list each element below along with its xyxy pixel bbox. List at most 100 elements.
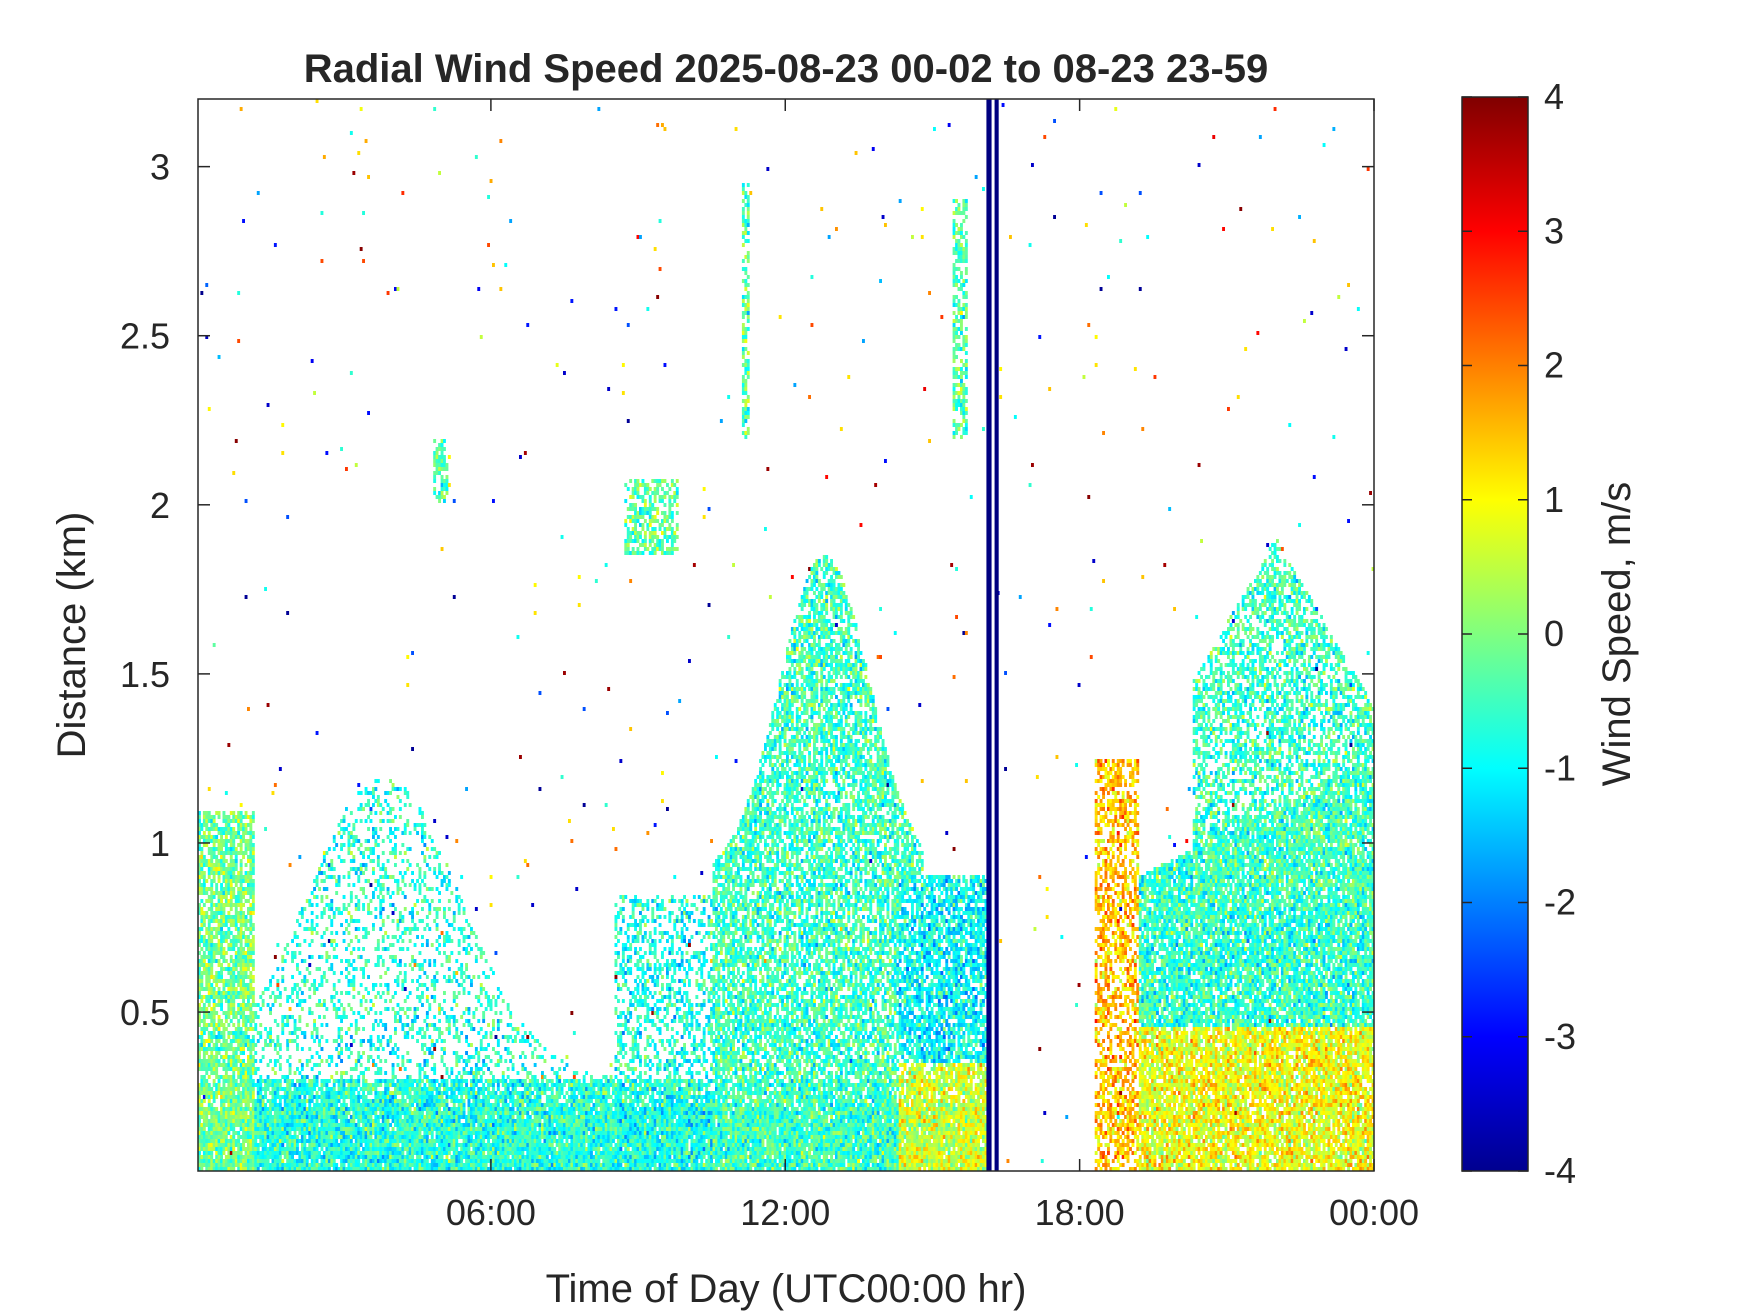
heatmap-cell xyxy=(289,1119,292,1123)
heatmap-cell xyxy=(345,1151,348,1155)
heatmap-cell xyxy=(325,1111,328,1115)
heatmap-cell xyxy=(340,1127,343,1131)
heatmap-cell xyxy=(340,1107,343,1111)
heatmap-cell xyxy=(232,879,235,883)
heatmap-cell xyxy=(345,1143,348,1147)
heatmap-cell xyxy=(281,1095,284,1099)
heatmap-cell xyxy=(370,1107,373,1111)
heatmap-cell xyxy=(237,1027,240,1031)
heatmap-cell xyxy=(200,835,203,839)
heatmap-cell xyxy=(330,907,333,911)
heatmap-cell xyxy=(276,1115,279,1119)
heatmap-cell xyxy=(362,1083,365,1087)
heatmap-cell xyxy=(370,1103,373,1107)
heatmap-cell xyxy=(399,1151,402,1155)
heatmap-cell xyxy=(213,1139,216,1143)
heatmap-cell xyxy=(443,467,446,471)
heatmap-cell xyxy=(328,1079,331,1083)
heatmap-cell xyxy=(387,811,390,815)
heatmap-cell xyxy=(245,915,248,919)
heatmap-cell xyxy=(355,919,358,923)
heatmap-cell xyxy=(311,931,314,935)
heatmap-cell xyxy=(279,1103,282,1107)
heatmap-cell xyxy=(362,1139,365,1143)
heatmap-cell xyxy=(404,1099,407,1103)
heatmap-cell xyxy=(311,939,314,943)
heatmap-cell xyxy=(414,1163,417,1167)
heatmap-cell xyxy=(330,931,333,935)
heatmap-cell xyxy=(203,935,206,939)
heatmap-cell xyxy=(249,887,252,891)
heatmap-cell xyxy=(213,1007,216,1011)
heatmap-cell xyxy=(441,443,444,447)
heatmap-cell xyxy=(208,875,211,879)
heatmap-cell xyxy=(340,959,343,963)
heatmap-cell xyxy=(289,1135,292,1139)
heatmap-cell xyxy=(365,1155,368,1159)
heatmap-cell xyxy=(313,1019,316,1023)
heatmap-cell xyxy=(249,1043,252,1047)
heatmap-cell xyxy=(274,1135,277,1139)
heatmap-cell xyxy=(313,1107,316,1111)
heatmap-cell xyxy=(276,1143,279,1147)
heatmap-cell xyxy=(330,1135,333,1139)
heatmap-cell xyxy=(210,1155,213,1159)
heatmap-cell xyxy=(387,967,390,971)
heatmap-cell xyxy=(220,1007,223,1011)
heatmap-cell xyxy=(379,1091,382,1095)
heatmap-cell xyxy=(259,1075,262,1079)
heatmap-cell xyxy=(301,1119,304,1123)
heatmap-cell xyxy=(232,847,235,851)
heatmap-cell xyxy=(276,1135,279,1139)
heatmap-cell xyxy=(428,1163,431,1167)
heatmap-cell xyxy=(345,1127,348,1131)
heatmap-cell xyxy=(443,1051,446,1055)
heatmap-cell xyxy=(387,1147,390,1151)
heatmap-cell xyxy=(325,1059,328,1063)
heatmap-cell xyxy=(374,1111,377,1115)
heatmap-cell xyxy=(205,1163,208,1167)
heatmap-cell xyxy=(399,1067,402,1071)
heatmap-cell xyxy=(242,923,245,927)
heatmap-cell xyxy=(374,995,377,999)
heatmap-cell xyxy=(301,1079,304,1083)
heatmap-cell xyxy=(404,1023,407,1027)
heatmap-cell xyxy=(230,999,233,1003)
heatmap-cell xyxy=(438,1011,441,1015)
heatmap-cell xyxy=(426,1063,429,1067)
heatmap-cell xyxy=(218,1135,221,1139)
heatmap-cell xyxy=(205,1079,208,1083)
heatmap-cell xyxy=(200,1019,203,1023)
heatmap-cell xyxy=(365,1067,368,1071)
heatmap-cell xyxy=(267,1075,270,1079)
heatmap-cell xyxy=(225,851,228,855)
heatmap-cell xyxy=(249,1091,252,1095)
heatmap-cell xyxy=(205,1047,208,1051)
heatmap-cell xyxy=(389,1107,392,1111)
heatmap-cell xyxy=(345,1091,348,1095)
heatmap-cell xyxy=(325,1115,328,1119)
heatmap-cell xyxy=(374,779,377,783)
heatmap-cell xyxy=(428,1035,431,1039)
heatmap-cell xyxy=(389,1103,392,1107)
heatmap-cell xyxy=(254,1103,257,1107)
heatmap-cell xyxy=(404,1067,407,1071)
heatmap-cell xyxy=(205,811,208,815)
heatmap-cell xyxy=(316,967,319,971)
heatmap-cell xyxy=(367,1011,370,1015)
heatmap-cell xyxy=(370,1163,373,1167)
heatmap-cell xyxy=(414,823,417,827)
heatmap-cell xyxy=(350,1127,353,1131)
heatmap-cell xyxy=(291,1091,294,1095)
heatmap-cell xyxy=(414,943,417,947)
heatmap-cell xyxy=(311,1099,314,1103)
heatmap-cell xyxy=(421,811,424,815)
heatmap-cell xyxy=(379,1163,382,1167)
heatmap-cell xyxy=(340,1019,343,1023)
heatmap-cell xyxy=(276,1083,279,1087)
heatmap-cell xyxy=(338,1155,341,1159)
heatmap-cell xyxy=(289,1039,292,1043)
heatmap-cell xyxy=(218,1087,221,1091)
heatmap-cell xyxy=(387,1151,390,1155)
